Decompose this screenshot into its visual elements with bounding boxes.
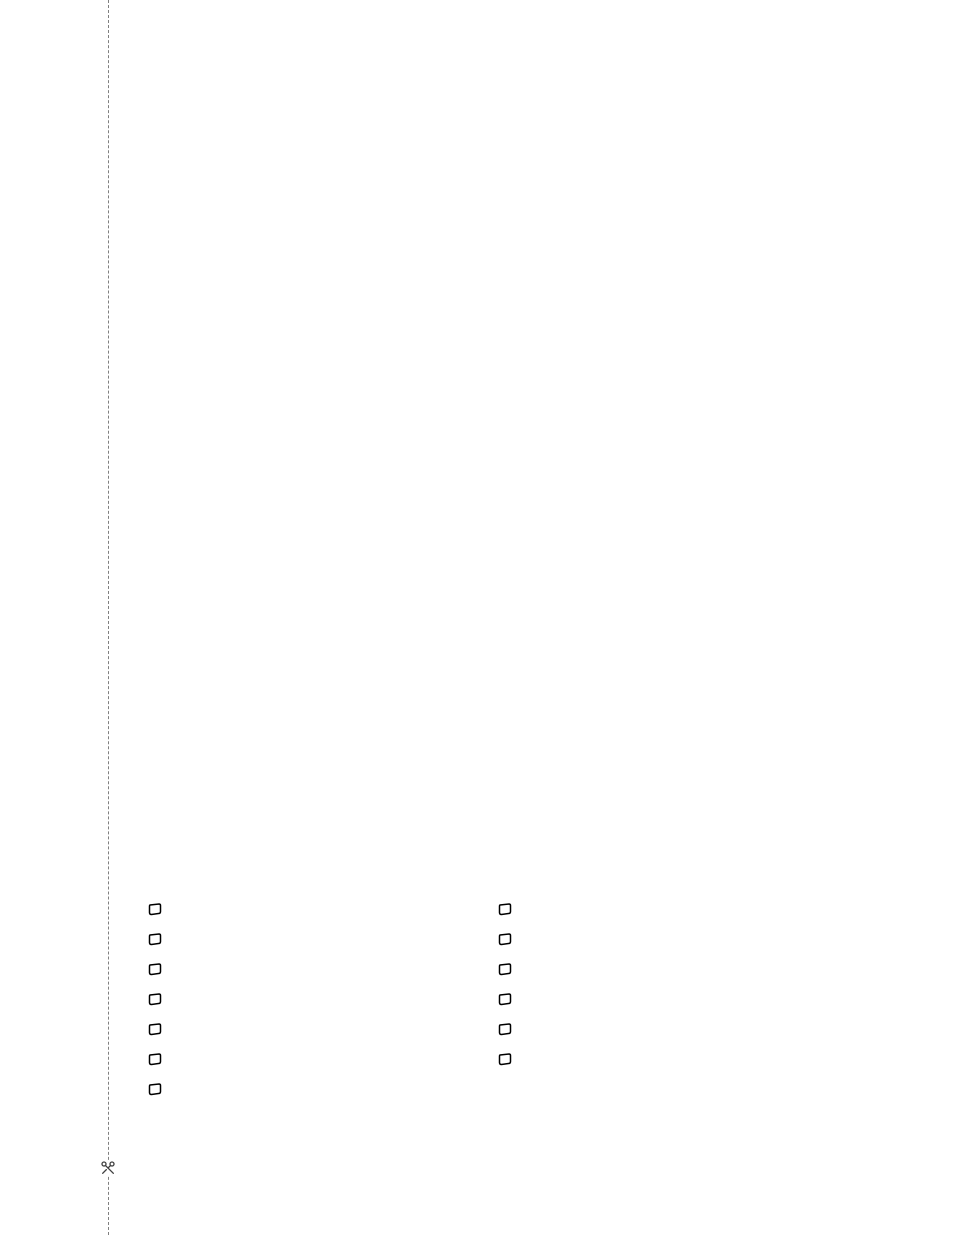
checkbox-empty[interactable] [148,992,162,1006]
checkbox-empty[interactable] [498,992,512,1006]
checkbox-empty[interactable] [148,1082,162,1096]
checkbox-empty[interactable] [148,932,162,946]
checkbox-empty[interactable] [498,902,512,916]
scissors-icon [100,1160,116,1176]
checkbox-empty[interactable] [498,962,512,976]
checkbox-region [148,902,848,1096]
checkbox-column-left [148,902,498,1096]
cut-line [108,0,109,1235]
checkbox-empty[interactable] [148,902,162,916]
checkbox-empty[interactable] [148,1052,162,1066]
checkbox-column-right [498,902,848,1096]
checkbox-empty[interactable] [498,1022,512,1036]
checkbox-empty[interactable] [498,1052,512,1066]
checkbox-empty[interactable] [148,962,162,976]
checkbox-empty[interactable] [148,1022,162,1036]
checkbox-empty[interactable] [498,932,512,946]
